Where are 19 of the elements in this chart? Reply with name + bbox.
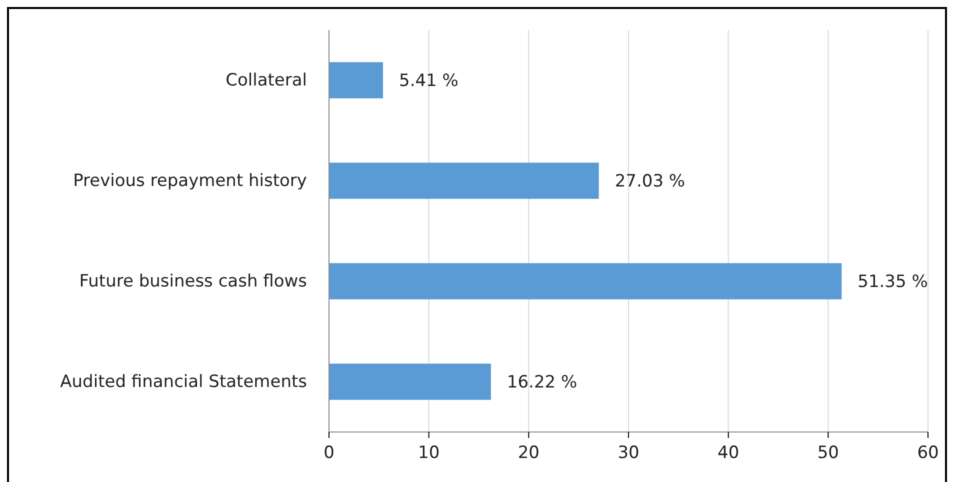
data-label: 5.41 % (399, 71, 458, 92)
x-tick-label: 60 (917, 443, 939, 463)
data-label: 27.03 % (614, 172, 686, 192)
x-tick-label: 20 (518, 443, 540, 463)
bar (329, 364, 491, 400)
x-tick-label: 0 (324, 443, 334, 463)
bar (329, 162, 599, 199)
data-label: 51.35 % (858, 272, 928, 292)
data-label: 16.22 % (506, 372, 578, 393)
bar (329, 62, 384, 98)
x-tick-label: 40 (718, 443, 740, 463)
y-tick-label: Previous repayment history (73, 171, 307, 192)
y-tick-label: Collateral (226, 70, 307, 91)
x-tick-label: 30 (618, 443, 640, 463)
x-tick-label: 50 (817, 443, 839, 463)
y-tick-label: Audited financial Statements (60, 372, 308, 392)
bar (329, 263, 842, 300)
y-tick-label: Future business cash flows (79, 272, 308, 292)
x-tick-label: 10 (418, 443, 440, 463)
